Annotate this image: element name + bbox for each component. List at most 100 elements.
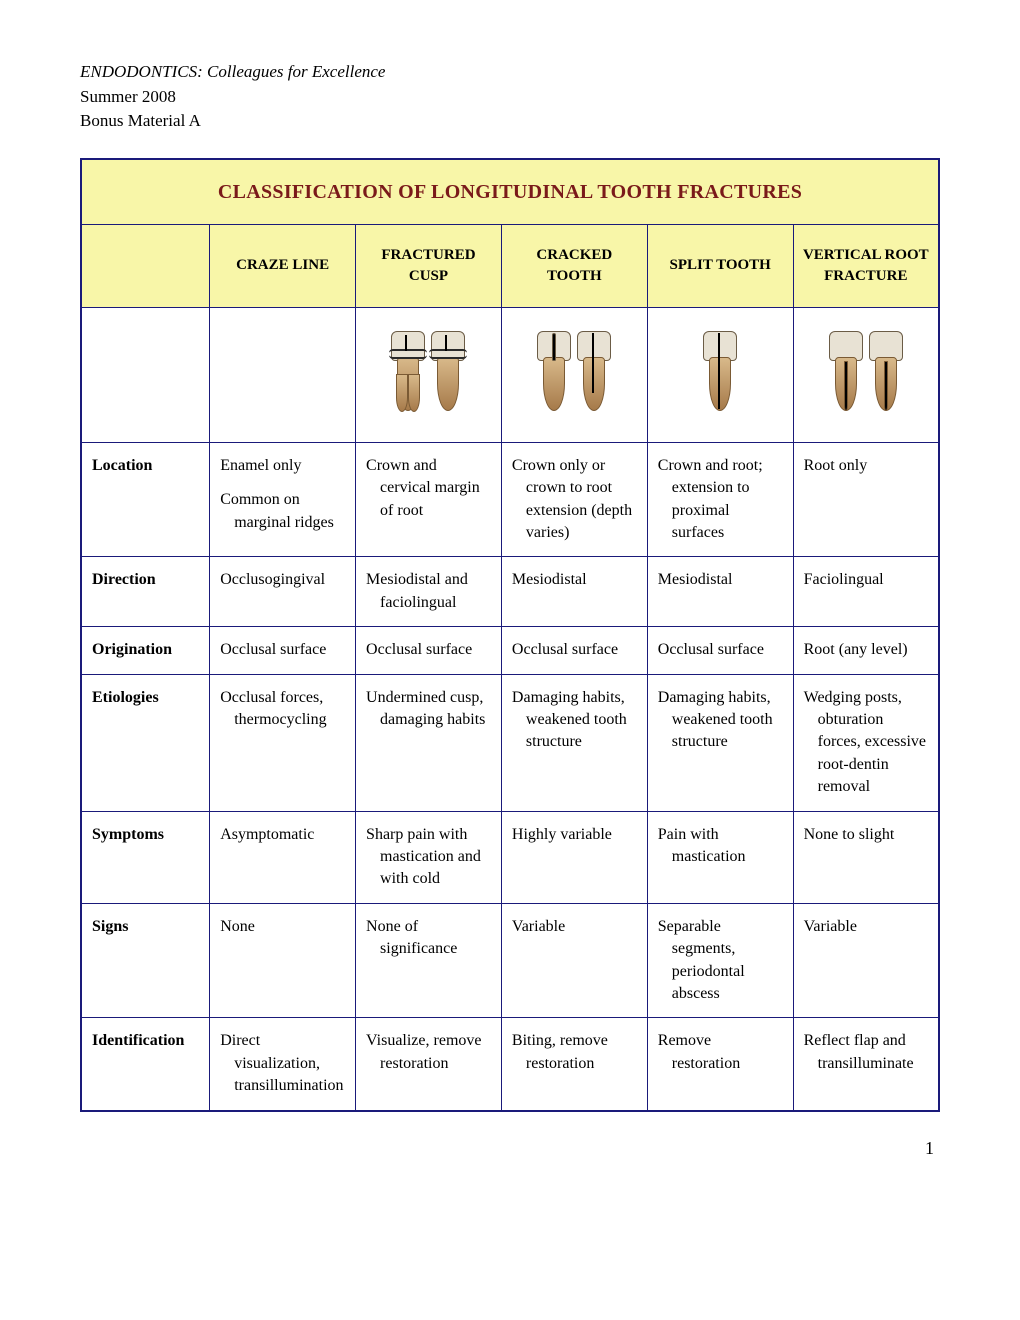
table-row: IdentificationDirect visualization, tran… — [81, 1018, 939, 1111]
cell-text: Occlusal surface — [220, 639, 345, 661]
cell-text: Crown only or crown to root extension (d… — [512, 455, 637, 545]
column-header-row: CRAZE LINE FRACTURED CUSP CRACKED TOOTH … — [81, 224, 939, 307]
row-label: Location — [81, 442, 210, 557]
row-label: Etiologies — [81, 674, 210, 811]
row-label: Signs — [81, 903, 210, 1018]
classification-table: CLASSIFICATION OF LONGITUDINAL TOOTH FRA… — [80, 158, 940, 1112]
table-cell: None to slight — [793, 811, 939, 903]
table-cell: Visualize, remove restoration — [356, 1018, 502, 1111]
table-cell: Variable — [501, 903, 647, 1018]
table-row: Symptoms Asymptomatic Sharp pain with mast… — [81, 811, 939, 903]
cell-text: Occlusal forces, thermocycling — [220, 687, 345, 732]
cell-text: Pain with mastication — [658, 824, 783, 869]
table-cell: Asymptomatic — [210, 811, 356, 903]
cell-text: Wedging posts, obturation forces, excess… — [804, 687, 928, 799]
table-cell: Sharp pain with mastication and with col… — [356, 811, 502, 903]
column-header: CRACKED TOOTH — [501, 224, 647, 307]
table-cell: Occlusogingival — [210, 557, 356, 627]
table-cell: Enamel only Common on marginal ridges — [210, 442, 356, 557]
table-row: Signs None None of significance Variable Sep… — [81, 903, 939, 1018]
page-number: 1 — [80, 1138, 940, 1159]
table-cell: Occlusal surface — [356, 627, 502, 674]
cell-text: Reflect flap and transilluminate — [804, 1030, 928, 1075]
table-cell: Mesiodistal — [501, 557, 647, 627]
table-cell: Mesiodistal and faciolingual — [356, 557, 502, 627]
table-cell: Occlusal surface — [210, 627, 356, 674]
cell-text: Highly variable — [512, 824, 637, 846]
column-header-blank — [81, 224, 210, 307]
doc-title: ENDODONTICS: Colleagues for Excellence — [80, 60, 940, 85]
row-label: Origination — [81, 627, 210, 674]
table-cell: None of significance — [356, 903, 502, 1018]
doc-subtitle-2: Bonus Material A — [80, 109, 940, 134]
cell-text: Occlusal surface — [366, 639, 491, 661]
cell-text: Enamel only — [220, 455, 345, 477]
table-row: Direction Occlusogingival Mesiodistal and … — [81, 557, 939, 627]
table-row: Location Enamel only Common on marginal ri… — [81, 442, 939, 557]
table-row: EtiologiesOcclusal forces, thermocycling… — [81, 674, 939, 811]
table-cell: Damaging habits, weakened tooth structur… — [647, 674, 793, 811]
cell-text: Variable — [512, 916, 637, 938]
cell-text: Root only — [804, 455, 928, 477]
table-cell: Crown and root; extension to proximal su… — [647, 442, 793, 557]
cell-text: Asymptomatic — [220, 824, 345, 846]
cell-text: Crown and root; extension to proximal su… — [658, 455, 783, 545]
table-cell: Highly variable — [501, 811, 647, 903]
cell-text: Mesiodistal — [658, 569, 783, 591]
cell-text: Crown and cervical margin of root — [366, 455, 491, 522]
table-cell: Reflect flap and transilluminate — [793, 1018, 939, 1111]
illustration-blank — [81, 307, 210, 442]
column-header: VERTICAL ROOT FRACTURE — [793, 224, 939, 307]
doc-subtitle-1: Summer 2008 — [80, 85, 940, 110]
cell-text: Visualize, remove restoration — [366, 1030, 491, 1075]
column-header: FRACTURED CUSP — [356, 224, 502, 307]
cell-text: Mesiodistal — [512, 569, 637, 591]
table-cell: Root only — [793, 442, 939, 557]
cell-text: Remove restoration — [658, 1030, 783, 1075]
table-body: Location Enamel only Common on marginal ri… — [81, 442, 939, 1110]
table-cell: Occlusal surface — [647, 627, 793, 674]
cell-text: Biting, remove restoration — [512, 1030, 637, 1075]
table-cell: Crown and cervical margin of root — [356, 442, 502, 557]
cell-text: Direct visualization, transillumination — [220, 1030, 345, 1097]
cell-text: Sharp pain with mastication and with col… — [366, 824, 491, 891]
cell-text: None of significance — [366, 916, 491, 961]
cell-text: Occlusal surface — [512, 639, 637, 661]
table-cell: Remove restoration — [647, 1018, 793, 1111]
cell-text: Undermined cusp, damaging habits — [366, 687, 491, 732]
cell-text: Damaging habits, weakened tooth structur… — [658, 687, 783, 754]
table-cell: None — [210, 903, 356, 1018]
row-label: Identification — [81, 1018, 210, 1111]
cell-text: None to slight — [804, 824, 928, 846]
column-header: SPLIT TOOTH — [647, 224, 793, 307]
cell-text: Root (any level) — [804, 639, 928, 661]
table-cell: Direct visualization, transillumination — [210, 1018, 356, 1111]
table-cell: Undermined cusp, damaging habits — [356, 674, 502, 811]
cell-text: Mesiodistal and faciolingual — [366, 569, 491, 614]
cell-text: Separable segments, periodontal abscess — [658, 916, 783, 1006]
table-cell: Occlusal forces, thermocycling — [210, 674, 356, 811]
row-label: Symptoms — [81, 811, 210, 903]
cell-text: Damaging habits, weakened tooth structur… — [512, 687, 637, 754]
vertical-root-fracture-illustration — [793, 307, 939, 442]
row-label: Direction — [81, 557, 210, 627]
table-cell: Variable — [793, 903, 939, 1018]
cell-text: Common on marginal ridges — [220, 489, 345, 534]
table-cell: Occlusal surface — [501, 627, 647, 674]
fractured-cusp-illustration — [356, 307, 502, 442]
cell-text: Occlusogingival — [220, 569, 345, 591]
cell-text: Variable — [804, 916, 928, 938]
cell-text: Occlusal surface — [658, 639, 783, 661]
illustration-row — [81, 307, 939, 442]
table-row: Origination Occlusal surface Occlusal surf… — [81, 627, 939, 674]
table-cell: Wedging posts, obturation forces, excess… — [793, 674, 939, 811]
cell-text: None — [220, 916, 345, 938]
split-tooth-illustration — [647, 307, 793, 442]
table-cell: Faciolingual — [793, 557, 939, 627]
cell-text: Faciolingual — [804, 569, 928, 591]
table-cell: Separable segments, periodontal abscess — [647, 903, 793, 1018]
table-cell: Pain with mastication — [647, 811, 793, 903]
table-cell: Biting, remove restoration — [501, 1018, 647, 1111]
table-title: CLASSIFICATION OF LONGITUDINAL TOOTH FRA… — [81, 159, 939, 225]
craze-line-illustration — [210, 307, 356, 442]
